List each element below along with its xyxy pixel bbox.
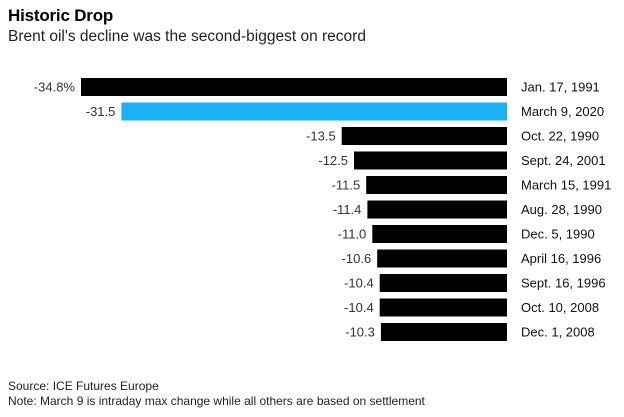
- value-label-11: -10.3: [345, 325, 375, 340]
- bar-chart: -34.8% Jan. 17, 1991 -31.5 March 9, 2020 -13…: [34, 78, 611, 341]
- source-note: Source: ICE Futures Europe: [8, 379, 159, 393]
- category-label-5: March 15, 1991: [521, 178, 611, 193]
- category-label-3: Oct. 22, 1990: [521, 129, 599, 144]
- category-label-6: Aug. 28, 1990: [521, 202, 602, 217]
- value-label-2: -31.5: [86, 104, 116, 119]
- value-label-9: -10.4: [344, 276, 374, 291]
- bar-1: [81, 78, 507, 96]
- category-label-7: Dec. 5, 1990: [521, 227, 595, 242]
- bar-7: [372, 225, 507, 243]
- category-label-10: Oct. 10, 2008: [521, 300, 599, 315]
- category-label-11: Dec. 1, 2008: [521, 325, 595, 340]
- footnote: Note: March 9 is intraday max change whi…: [8, 394, 425, 408]
- bar-4: [354, 151, 507, 170]
- bar-5: [366, 176, 507, 194]
- bar-11: [380, 323, 507, 341]
- value-label-8: -10.6: [342, 251, 372, 266]
- chart-subtitle: Brent oil's decline was the second-bigge…: [8, 28, 366, 45]
- bar-3: [341, 127, 507, 145]
- value-label-10: -10.4: [344, 300, 374, 315]
- value-label-4: -12.5: [318, 153, 348, 168]
- bar-10: [379, 298, 507, 317]
- value-label-3: -13.5: [306, 129, 336, 144]
- category-label-2: March 9, 2020: [521, 104, 604, 119]
- bar-6: [367, 200, 507, 219]
- chart-title: Historic Drop: [8, 6, 114, 25]
- category-label-1: Jan. 17, 1991: [521, 80, 600, 95]
- value-label-1: -34.8%: [34, 80, 76, 95]
- value-label-6: -11.4: [333, 202, 362, 217]
- category-label-8: April 16, 1996: [521, 251, 601, 266]
- bar-8: [377, 249, 507, 268]
- category-label-4: Sept. 24, 2001: [521, 153, 606, 168]
- value-label-5: -11.5: [332, 178, 361, 193]
- category-label-9: Sept. 16, 1996: [521, 276, 606, 291]
- bar-2: [121, 102, 508, 121]
- value-label-7: -11.0: [338, 227, 367, 242]
- bar-9: [379, 274, 507, 292]
